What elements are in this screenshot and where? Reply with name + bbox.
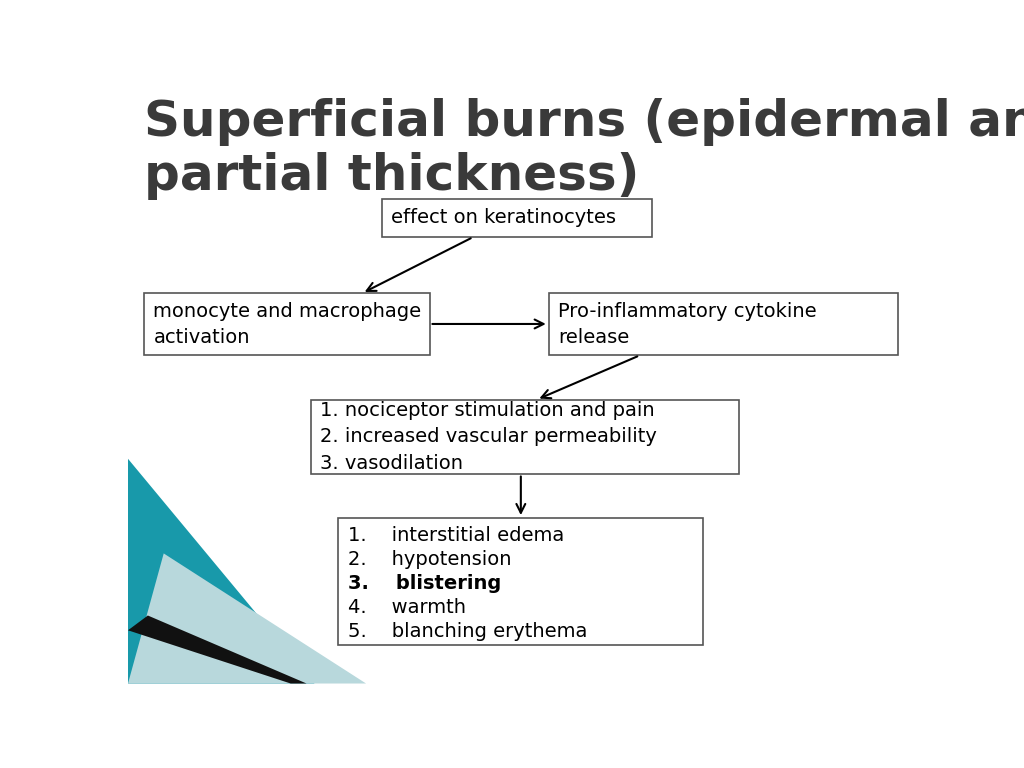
Polygon shape xyxy=(128,458,314,684)
Text: monocyte and macrophage
activation: monocyte and macrophage activation xyxy=(154,302,422,347)
Text: Pro-inflammatory cytokine
release: Pro-inflammatory cytokine release xyxy=(558,302,817,347)
FancyBboxPatch shape xyxy=(143,293,430,356)
Text: 2.    hypotension: 2. hypotension xyxy=(348,551,511,569)
FancyBboxPatch shape xyxy=(310,399,739,474)
FancyBboxPatch shape xyxy=(338,518,703,645)
Text: 1.    interstitial edema: 1. interstitial edema xyxy=(348,526,564,545)
Text: 3.    blistering: 3. blistering xyxy=(348,574,501,594)
FancyBboxPatch shape xyxy=(382,199,652,237)
Text: Superficial burns (epidermal and
partial thickness): Superficial burns (epidermal and partial… xyxy=(143,98,1024,200)
Text: 4.    warmth: 4. warmth xyxy=(348,598,466,617)
Text: 5.    blanching erythema: 5. blanching erythema xyxy=(348,622,587,641)
Text: effect on keratinocytes: effect on keratinocytes xyxy=(391,208,616,227)
Text: 1. nociceptor stimulation and pain
2. increased vascular permeability
3. vasodil: 1. nociceptor stimulation and pain 2. in… xyxy=(321,401,657,472)
Polygon shape xyxy=(128,554,367,684)
Polygon shape xyxy=(128,615,306,684)
FancyBboxPatch shape xyxy=(549,293,898,356)
